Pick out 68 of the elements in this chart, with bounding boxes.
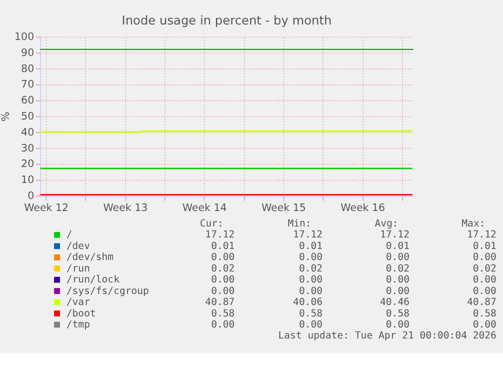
text: 0.00 (386, 274, 410, 286)
x-tick-label: Week 13 (103, 202, 148, 214)
text: 0.00 (472, 252, 497, 264)
legend-label: /var (66, 297, 90, 308)
legend-label: / (66, 230, 72, 241)
x-tick-label: Week 15 (261, 202, 306, 214)
text: 0.01 (298, 240, 323, 252)
text: 0.00 (298, 319, 323, 330)
text: 0.01 (211, 240, 235, 252)
text: 0.02 (298, 263, 323, 274)
text: 0.00 (211, 286, 235, 297)
legend-label: /dev/shm (66, 252, 114, 264)
text: Cur: (200, 218, 224, 230)
text: 0.01 (472, 240, 497, 252)
y-tick-label: 0 (28, 190, 34, 202)
y-axis-title: % (0, 112, 12, 122)
text: 17.12 (466, 230, 497, 241)
text: 17.12 (205, 230, 235, 241)
y-tick-label: 80 (21, 62, 34, 75)
text: 0.01 (386, 240, 410, 252)
text: Min: (288, 218, 312, 230)
text: 0.00 (211, 252, 235, 264)
text: 40.46 (380, 297, 410, 308)
text: Last update: Tue Apr 21 00:00:04 2026 (278, 330, 497, 342)
text: 0.00 (472, 286, 497, 297)
x-tick-label: Week 12 (24, 202, 69, 214)
text: 0.58 (472, 308, 497, 320)
legend-label: /run (66, 263, 90, 274)
legend-label: /boot (66, 308, 96, 320)
y-tick-label: 90 (21, 46, 34, 59)
legend-label: /sys/fs/cgroup (66, 286, 150, 297)
y-tick-label: 100 (14, 31, 34, 43)
y-tick-label: 30 (21, 142, 34, 154)
chart-title: Inode usage in percent - by month (122, 14, 332, 28)
text: 0.00 (211, 274, 235, 286)
text: 0.58 (298, 308, 323, 320)
text: 0.02 (386, 263, 410, 274)
y-tick-label: 20 (21, 158, 34, 170)
text: 0.00 (298, 274, 323, 286)
text: 0.58 (211, 308, 235, 320)
text: 17.12 (293, 230, 323, 241)
y-tick-label: 10 (21, 174, 34, 186)
text: 40.87 (466, 297, 497, 308)
text: 0.00 (211, 319, 235, 330)
y-tick-label: 50 (21, 110, 34, 122)
text: 0.00 (386, 286, 410, 297)
legend-label: /dev (66, 240, 90, 252)
text: 0.02 (211, 263, 235, 274)
legend-label: /tmp (66, 319, 90, 330)
text: 0.00 (298, 286, 323, 297)
text: 0.00 (298, 252, 323, 264)
y-tick-label: 60 (21, 94, 34, 107)
text: 0.00 (472, 319, 497, 330)
text: 0.00 (472, 274, 497, 286)
text: 17.12 (380, 230, 410, 241)
text: 40.06 (293, 297, 323, 308)
text: Avg: (374, 218, 398, 230)
x-tick-label: Week 14 (182, 202, 227, 214)
text: 0.58 (386, 308, 410, 320)
text: 0.00 (386, 252, 410, 264)
legend-label: /run/lock (66, 274, 120, 286)
y-tick-label: 40 (21, 126, 34, 138)
text: 40.87 (205, 297, 235, 308)
y-tick-label: 70 (21, 78, 34, 91)
x-tick-label: Week 16 (340, 202, 386, 214)
text: 0.02 (472, 263, 497, 274)
text: Max: (462, 218, 486, 230)
text: 0.00 (386, 319, 410, 330)
